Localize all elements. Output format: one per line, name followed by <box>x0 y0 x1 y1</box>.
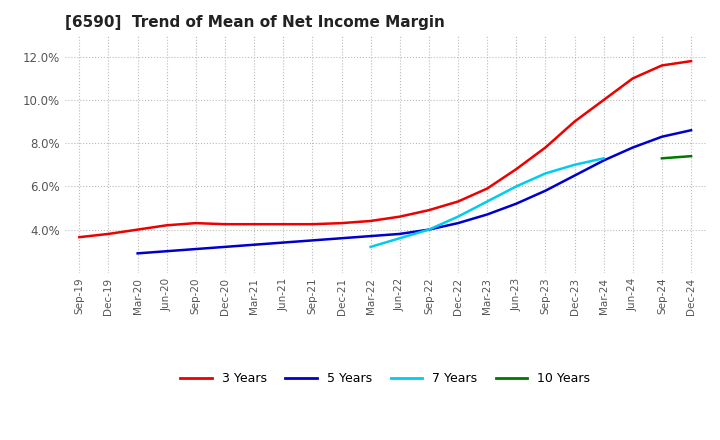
Line: 5 Years: 5 Years <box>138 130 691 253</box>
5 Years <box>425 227 433 232</box>
Line: 7 Years: 7 Years <box>371 158 603 247</box>
3 Years <box>192 220 200 226</box>
3 Years <box>687 59 696 64</box>
7 Years <box>366 244 375 249</box>
3 Years <box>599 97 608 103</box>
5 Years <box>366 234 375 239</box>
3 Years <box>308 222 317 227</box>
5 Years <box>395 231 404 237</box>
10 Years <box>657 156 666 161</box>
5 Years <box>687 128 696 133</box>
5 Years <box>657 134 666 139</box>
7 Years <box>570 162 579 168</box>
7 Years <box>599 156 608 161</box>
5 Years <box>133 251 142 256</box>
3 Years <box>250 222 258 227</box>
3 Years <box>425 208 433 213</box>
3 Years <box>279 222 287 227</box>
5 Years <box>483 212 492 217</box>
Line: 10 Years: 10 Years <box>662 156 691 158</box>
7 Years <box>512 184 521 189</box>
3 Years <box>541 145 550 150</box>
7 Years <box>395 235 404 241</box>
3 Years <box>75 235 84 240</box>
5 Years <box>454 220 462 226</box>
3 Years <box>629 76 637 81</box>
3 Years <box>483 186 492 191</box>
3 Years <box>104 231 113 237</box>
5 Years <box>629 145 637 150</box>
5 Years <box>220 244 229 249</box>
10 Years <box>687 154 696 159</box>
5 Years <box>541 188 550 193</box>
7 Years <box>425 227 433 232</box>
5 Years <box>163 249 171 254</box>
3 Years <box>512 166 521 172</box>
3 Years <box>657 63 666 68</box>
3 Years <box>337 220 346 226</box>
Text: [6590]  Trend of Mean of Net Income Margin: [6590] Trend of Mean of Net Income Margi… <box>65 15 445 30</box>
7 Years <box>454 214 462 219</box>
3 Years <box>366 218 375 224</box>
5 Years <box>250 242 258 247</box>
5 Years <box>337 235 346 241</box>
5 Years <box>570 173 579 178</box>
3 Years <box>570 119 579 124</box>
Line: 3 Years: 3 Years <box>79 61 691 237</box>
3 Years <box>454 199 462 204</box>
3 Years <box>163 223 171 228</box>
5 Years <box>599 158 608 163</box>
5 Years <box>192 246 200 252</box>
7 Years <box>541 171 550 176</box>
Legend: 3 Years, 5 Years, 7 Years, 10 Years: 3 Years, 5 Years, 7 Years, 10 Years <box>176 367 595 390</box>
5 Years <box>279 240 287 245</box>
3 Years <box>395 214 404 219</box>
7 Years <box>483 199 492 204</box>
3 Years <box>133 227 142 232</box>
5 Years <box>512 201 521 206</box>
5 Years <box>308 238 317 243</box>
3 Years <box>220 222 229 227</box>
